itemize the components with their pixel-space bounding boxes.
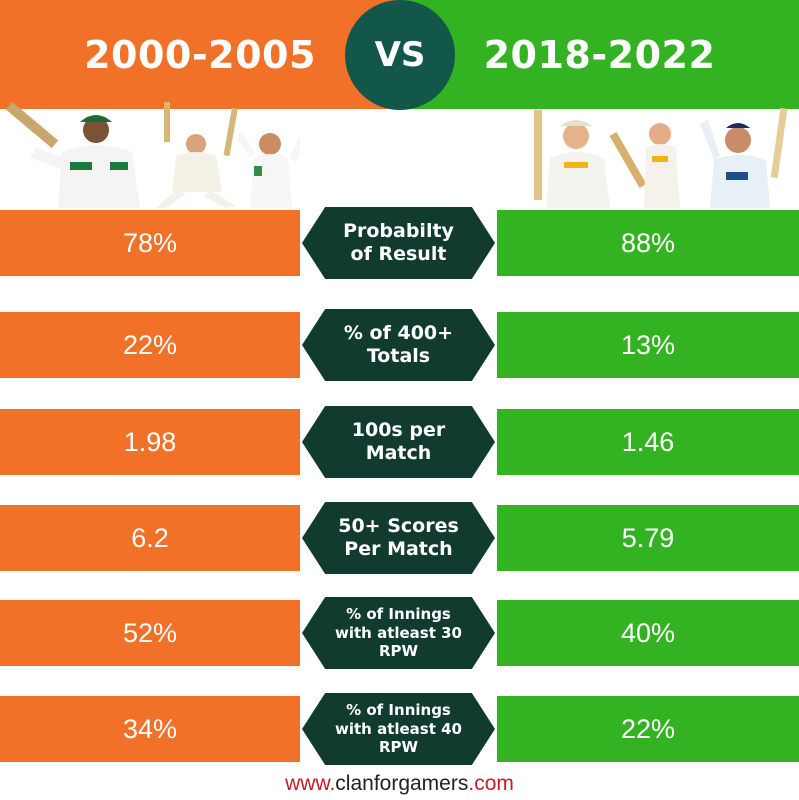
vs-label: VS <box>374 35 426 75</box>
right-value-5: 40% <box>497 600 799 666</box>
metric-label-5: % of Innings with atleast 30 RPW <box>302 597 495 669</box>
metric-label-4: 50+ Scores Per Match <box>302 502 495 574</box>
right-value-3: 1.46 <box>497 409 799 475</box>
left-period-header: 2000-2005 <box>0 0 400 109</box>
vs-badge: VS <box>345 0 455 110</box>
metric-label-line: Probabilty <box>343 220 454 243</box>
right-value-2: 13% <box>497 312 799 378</box>
player-right-2 <box>609 123 680 208</box>
right-period-header: 2018-2022 <box>400 0 799 109</box>
metric-label-line: with atleast 40 <box>335 719 462 738</box>
player-left-2 <box>156 102 238 208</box>
metric-label-line: % of Innings <box>346 700 451 719</box>
left-value-1: 78% <box>0 210 300 276</box>
right-value-1: 88% <box>497 210 799 276</box>
players-right-illustration <box>534 107 788 208</box>
right-value-6: 22% <box>497 696 799 762</box>
left-period-label: 2000-2005 <box>84 32 316 77</box>
metric-label-line: RPW <box>378 642 419 661</box>
player-right-1 <box>534 110 610 208</box>
footer-suffix: .com <box>468 772 514 795</box>
footer-prefix: www. <box>285 772 336 795</box>
metric-label-2: % of 400+ Totals <box>302 309 495 381</box>
footer-url: www.clanforgamers.com <box>0 772 799 796</box>
right-period-label: 2018-2022 <box>483 32 716 77</box>
metric-label-line: with atleast 30 <box>335 623 462 642</box>
metric-label-line: Per Match <box>344 538 453 560</box>
footer-domain: clanforgamers <box>335 772 469 795</box>
left-value-5: 52% <box>0 600 300 666</box>
metric-label-line: Match <box>365 442 432 464</box>
left-value-3: 1.98 <box>0 409 300 475</box>
metric-label-line: RPW <box>378 738 419 757</box>
left-value-6: 34% <box>0 696 300 762</box>
metric-label-6: % of Innings with atleast 40 RPW <box>302 693 495 765</box>
metric-label-line: 50+ Scores <box>338 515 459 538</box>
metric-label-line: 100s per <box>351 419 446 442</box>
metric-label-line: of Result <box>350 243 447 265</box>
player-left-1 <box>5 101 140 208</box>
metric-label-line: % of Innings <box>346 604 451 623</box>
left-value-2: 22% <box>0 312 300 378</box>
metric-label-line: Totals <box>366 345 431 367</box>
left-value-4: 6.2 <box>0 505 300 571</box>
player-left-3 <box>236 132 300 208</box>
player-right-3 <box>700 107 788 208</box>
metric-label-line: % of 400+ <box>343 322 454 345</box>
metric-label-1: Probabilty of Result <box>302 207 495 279</box>
right-value-4: 5.79 <box>497 505 799 571</box>
players-left-illustration <box>5 101 300 208</box>
metric-label-3: 100s per Match <box>302 406 495 478</box>
